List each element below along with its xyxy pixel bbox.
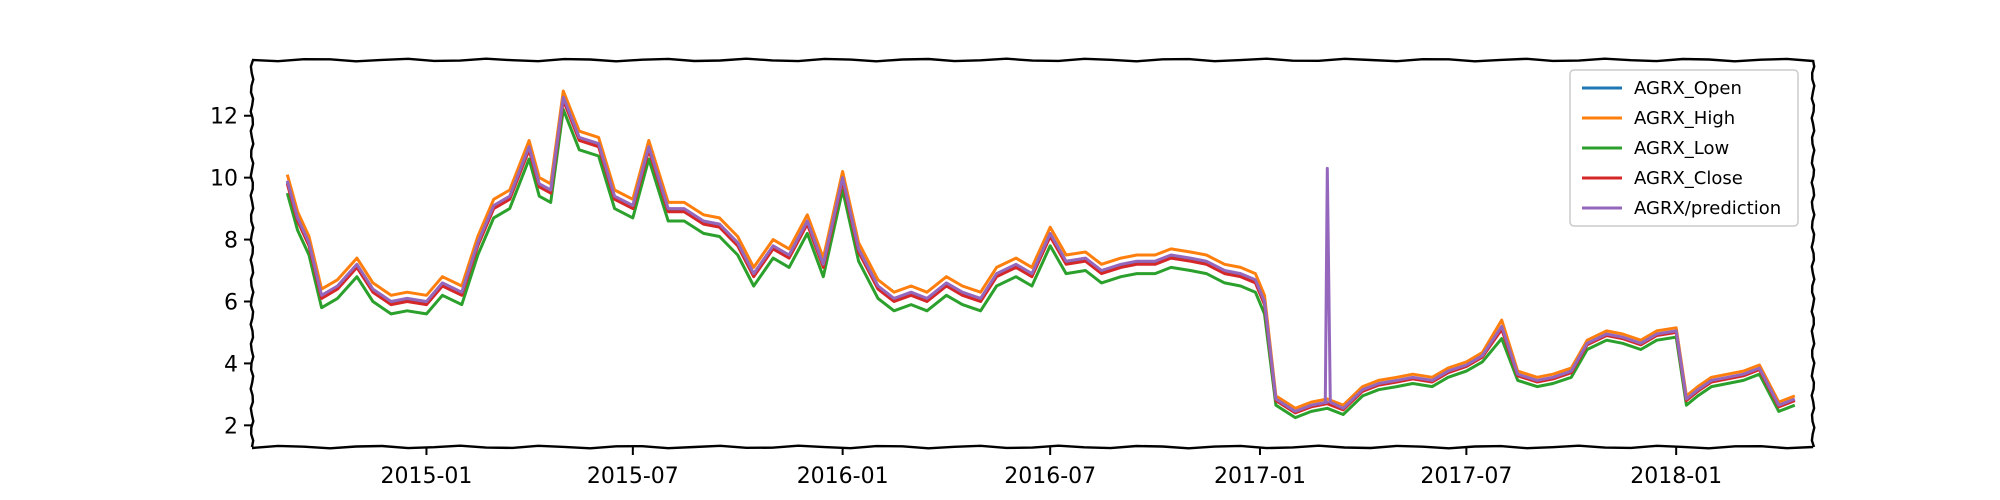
plot-frame bbox=[249, 57, 1816, 450]
x-tick-label: 2015-07 bbox=[587, 464, 679, 489]
x-tick-label: 2015-01 bbox=[380, 464, 472, 489]
x-tick-label: 2017-01 bbox=[1214, 464, 1306, 489]
series-line-2 bbox=[285, 108, 1796, 420]
y-tick-label: 8 bbox=[224, 229, 238, 254]
legend-label: AGRX_Low bbox=[1634, 138, 1729, 159]
series-layer bbox=[285, 89, 1796, 420]
y-tick-label: 4 bbox=[224, 352, 238, 377]
y-tick-label: 6 bbox=[224, 290, 238, 315]
y-tick-label: 2 bbox=[224, 414, 238, 439]
legend-label: AGRX_Open bbox=[1634, 78, 1742, 99]
x-tick-label: 2016-01 bbox=[797, 464, 889, 489]
series-line-1 bbox=[285, 89, 1796, 410]
series-line-4 bbox=[285, 95, 1796, 413]
legend-label: AGRX_Close bbox=[1634, 168, 1743, 189]
legend-box bbox=[1569, 69, 1799, 227]
x-tick-label: 2016-07 bbox=[1004, 464, 1096, 489]
y-tick-label: 12 bbox=[210, 105, 238, 130]
legend-label: AGRX/prediction bbox=[1634, 198, 1781, 219]
legend-label: AGRX_High bbox=[1634, 108, 1735, 129]
y-axis: 2 4 6 8 10 12 bbox=[210, 105, 252, 439]
x-tick-label: 2017-07 bbox=[1420, 464, 1512, 489]
x-axis: 2015-01 2015-07 2016-01 2016-07 2017-01 2017-… bbox=[380, 447, 1722, 489]
x-tick-label: 2018-01 bbox=[1630, 464, 1722, 489]
legend: AGRX_Open AGRX_High AGRX_Low AGRX_Close AGRX… bbox=[1569, 69, 1799, 227]
y-tick-label: 10 bbox=[210, 167, 238, 192]
